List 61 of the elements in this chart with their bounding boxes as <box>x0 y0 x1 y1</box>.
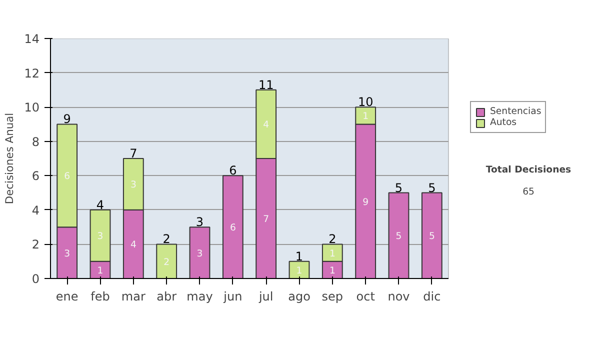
total-label: 10 <box>358 95 374 110</box>
y-tick-label: 0 <box>32 272 40 286</box>
y-tick-label: 8 <box>32 134 40 149</box>
x-tick-label: feb <box>90 290 110 304</box>
y-tick-label: 6 <box>32 169 40 184</box>
data-label: 6 <box>230 222 236 234</box>
data-label: 4 <box>130 240 136 251</box>
x-tick-label: abr <box>156 290 177 304</box>
bar <box>388 192 410 278</box>
x-tick-label: may <box>186 290 213 304</box>
x-tick-label: dic <box>423 290 441 304</box>
data-label: 7 <box>263 214 270 225</box>
data-label: 1 <box>329 248 336 260</box>
x-tick-label: sep <box>322 290 344 304</box>
data-label: 3 <box>196 248 203 260</box>
bar <box>156 244 178 278</box>
y-tick-label: 12 <box>24 66 40 80</box>
data-label: 9 <box>362 196 369 208</box>
total-label: 9 <box>63 112 71 126</box>
total-label: 4 <box>96 198 104 212</box>
total-label: 7 <box>130 146 138 160</box>
y-tick-label: 2 <box>32 238 40 252</box>
x-tick-label: ago <box>288 290 310 304</box>
y-axis-title: Decisiones Anual <box>3 112 16 204</box>
total-label: 3 <box>196 215 204 230</box>
data-label: 5 <box>428 231 435 242</box>
data-label: 1 <box>97 265 104 276</box>
data-label: 5 <box>396 231 402 242</box>
total-label: 2 <box>162 232 170 246</box>
x-tick-label: jun <box>222 290 242 304</box>
legend-label: Autos <box>490 117 517 128</box>
y-tick-label: 14 <box>24 32 40 46</box>
total-label: 6 <box>229 164 237 178</box>
bar <box>421 192 442 278</box>
data-label: 2 <box>164 256 170 268</box>
total-label: 1 <box>295 249 304 264</box>
data-label: 1 <box>362 111 369 122</box>
total-label: 2 <box>328 232 336 246</box>
data-label: 1 <box>296 265 302 276</box>
x-tick-label: mar <box>121 290 146 304</box>
data-label: 4 <box>263 120 270 131</box>
data-label: 6 <box>64 171 70 182</box>
text: 65 <box>522 186 534 198</box>
x-tick-label: oct <box>356 290 376 304</box>
data-label: 3 <box>97 231 104 242</box>
bar <box>288 260 310 278</box>
data-label: 3 <box>130 180 136 191</box>
x-tick-label: jul <box>258 290 274 304</box>
y-tick-label: 4 <box>32 203 40 218</box>
data-label: 3 <box>64 248 70 260</box>
legend-label: Sentencias <box>490 106 542 117</box>
text: Total Decisiones <box>486 164 572 176</box>
bar <box>222 175 244 278</box>
total-label: 11 <box>258 78 274 92</box>
total-label: 5 <box>394 180 403 195</box>
x-tick-label: nov <box>388 290 410 304</box>
y-tick-label: 10 <box>24 100 40 115</box>
data-label: 1 <box>329 265 336 276</box>
total-label: 5 <box>428 180 436 195</box>
x-tick-label: ene <box>56 290 78 304</box>
bar <box>189 226 210 278</box>
